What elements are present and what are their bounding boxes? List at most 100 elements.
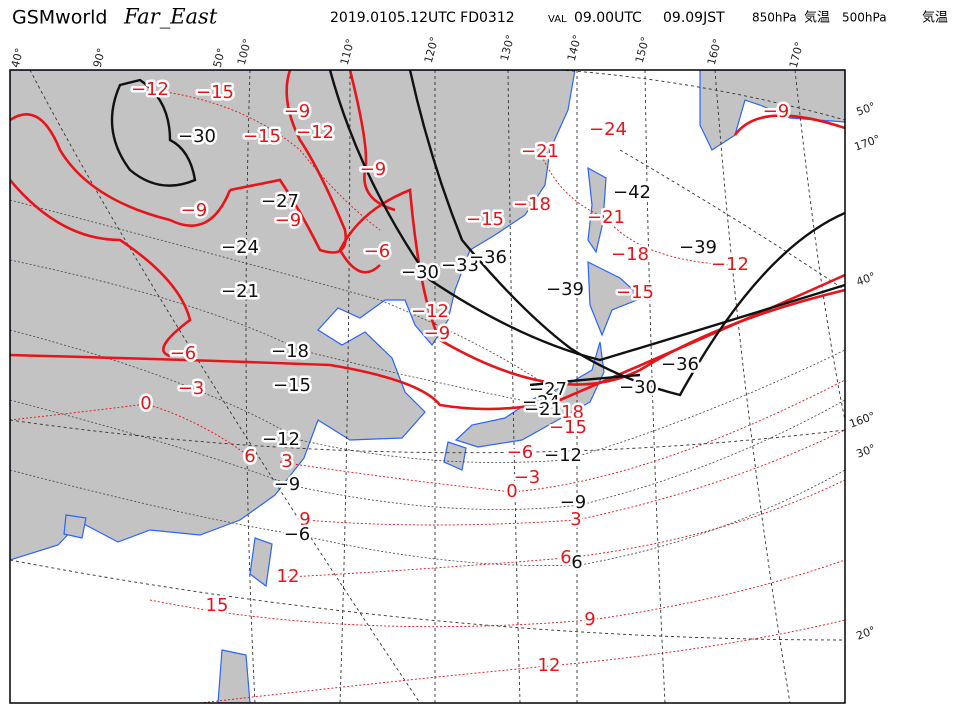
temp-850-label: −21	[521, 141, 559, 162]
temp-500-label: −30	[619, 377, 657, 398]
map-body: −12 −15−9−15 −12−9−24−21−18−15 −21−9 −9−6 −18…	[10, 70, 845, 703]
temp-500-label: −39	[546, 279, 584, 300]
header: GSMworld Far_East 2019.0105.12UTC FD0312…	[12, 5, 948, 29]
longitude-label: 120°	[422, 35, 441, 64]
temp-500-label: −21	[524, 399, 562, 420]
temp-850-label: −24	[589, 119, 627, 140]
temp-500-label: −18	[271, 341, 309, 362]
temp-850-label: −12	[296, 122, 334, 143]
temp-850-label: −18	[611, 244, 649, 265]
temp-850-label: −18	[513, 194, 551, 215]
longitude-label: 140°	[565, 33, 584, 62]
temp-500-label: −30	[178, 126, 216, 147]
longitude-label: 90°	[91, 47, 109, 69]
longitude-label: 50°	[211, 47, 229, 69]
hainan	[63, 514, 87, 539]
temp-850-label: −9	[424, 323, 451, 344]
temp-500-label: −30	[401, 262, 439, 283]
graticule	[10, 70, 845, 703]
temp-850-label: 12	[538, 655, 561, 676]
temp-850-label: −9	[360, 159, 387, 180]
region-name: Far_East	[123, 5, 218, 29]
latitude-label: 50°	[855, 100, 878, 119]
temp-850-label: 6	[560, 547, 571, 568]
temp-850hpa-labels: −12 −15−9−15 −12−9−24−21−18−15 −21−9 −9−6 −18…	[129, 77, 792, 679]
temp-850-label: −9	[181, 200, 208, 221]
temp-850-label: 0	[140, 393, 151, 414]
temp-850-label: 3	[570, 509, 581, 530]
latitude-label: 30°	[855, 442, 878, 461]
kamchatka	[699, 70, 845, 151]
temp-500-label: −39	[679, 237, 717, 258]
temp-850-label: −6	[364, 241, 391, 262]
temp-850-label: −15	[196, 82, 234, 103]
asia-mainland	[10, 70, 576, 561]
temp-500-label: −36	[469, 247, 507, 268]
temp-500-label: −12	[544, 445, 582, 466]
temp-850-label: 12	[277, 566, 300, 587]
temp-850-label: −9	[284, 101, 311, 122]
temp-850-label: 6	[244, 446, 255, 467]
temp-850-label: −3	[178, 378, 205, 399]
level-2: 500hPa	[842, 11, 887, 25]
longitude-label: 100°	[235, 37, 254, 66]
field-2: 気温	[922, 10, 948, 26]
temp-850-label: −12	[411, 301, 449, 322]
temp-500-label: −24	[221, 237, 259, 258]
temp-500-label: −27	[261, 191, 299, 212]
level-1: 850hPa	[752, 11, 797, 25]
kyushu	[443, 441, 467, 471]
taiwan	[249, 537, 273, 588]
longitude-label: 160°	[705, 37, 724, 66]
temp-850-label: −3	[514, 467, 541, 488]
model-name: GSMworld	[12, 7, 108, 29]
field-1: 気温	[804, 10, 830, 26]
run-info: 2019.0105.12UTC FD0312	[330, 10, 515, 26]
temp-850-label: −15	[616, 282, 654, 303]
contours-dotted	[10, 89, 845, 703]
longitude-label: 130°	[498, 33, 517, 62]
temp-500hpa-labels: −30−27−24−21−18−15−12−9−6−30 −33−36−39−42…	[176, 124, 720, 576]
longitude-label: 110°	[338, 37, 357, 66]
temp-850-label: −15	[243, 126, 281, 147]
temp-500-label: −12	[262, 429, 300, 450]
latitude-label: 170°	[853, 132, 882, 153]
temp-500-label: −9	[560, 492, 587, 513]
temp-850-label: −12	[131, 79, 169, 100]
latitude-label: 20°	[855, 624, 878, 643]
longitude-label: 170°	[787, 40, 806, 69]
temp-850-label: −18	[546, 402, 584, 423]
temp-850-label: 3	[281, 451, 292, 472]
temp-500-label: −36	[661, 354, 699, 375]
longitude-label: 40°	[9, 47, 27, 69]
temp-500-label: −33	[441, 255, 479, 276]
temp-500-label: −21	[221, 281, 259, 302]
temp-500-label: −9	[274, 474, 301, 495]
sakhalin	[587, 166, 607, 254]
temp-850-label: −9	[763, 101, 790, 122]
temp-500-label: −27	[529, 379, 567, 400]
valid-jst: 09.09JST	[663, 10, 725, 26]
map-frame	[9, 69, 846, 704]
latitude-label: 40°	[855, 270, 878, 289]
temp-850-label: −9	[275, 210, 302, 231]
temp-850-label: 9	[299, 509, 310, 530]
latitude-label: 160°	[848, 409, 877, 430]
temp-850-label: −21	[587, 207, 625, 228]
longitude-label: 150°	[633, 35, 652, 64]
temp-500-label: −6	[284, 524, 311, 545]
temp-500-label: −42	[613, 182, 651, 203]
valid-utc: 09.00UTC	[574, 10, 642, 26]
hokkaido	[587, 261, 644, 337]
temp-850-label: −6	[170, 343, 197, 364]
temp-850-label: −12	[711, 254, 749, 275]
temp-850-label: 0	[506, 481, 517, 502]
temp-850-label: 15	[206, 595, 229, 616]
temp-500-label: 6	[571, 552, 582, 573]
temp-500-label: −15	[273, 375, 311, 396]
temp-850-label: −15	[466, 209, 504, 230]
temp-850-label: −15	[549, 417, 587, 438]
temp-500-label: −24	[522, 392, 560, 413]
